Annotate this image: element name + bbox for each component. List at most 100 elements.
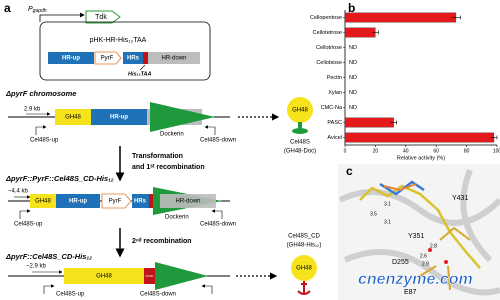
water	[428, 248, 432, 252]
enzyme	[287, 97, 313, 123]
size-label: ~2.9 kb	[26, 264, 47, 270]
y-tick-label: Pectin	[327, 75, 342, 81]
residue-label: E87	[404, 289, 417, 296]
product-detail: (GH48-His₁₂)	[287, 243, 322, 249]
enzyme-domain: GH48	[292, 108, 308, 114]
primer	[204, 125, 216, 135]
ligand	[359, 184, 481, 269]
distance: 2.6	[420, 253, 427, 259]
tdk-label: Tdk	[95, 14, 107, 21]
tag	[149, 194, 153, 208]
tdk-gene	[85, 10, 121, 24]
residue	[419, 226, 471, 291]
bar	[344, 117, 394, 128]
dockerin-label: Dockerin	[165, 215, 189, 221]
size-label: ~4.4 kb	[8, 189, 29, 195]
panel-b: b 0 20 40 60 80 100 Relative activity (%) Cello…	[310, 1, 500, 161]
panel-label: a	[4, 1, 11, 15]
y-tick-label: Cellobiose	[316, 60, 342, 66]
part-label: HRs	[127, 56, 140, 62]
y-tick-label: Xylan	[328, 90, 342, 96]
hr-up	[56, 194, 100, 208]
y-tick-label: Cellotriose	[316, 45, 342, 51]
y-tick-label: Cellopentose	[310, 15, 342, 21]
part-label: PyrF	[109, 199, 122, 205]
panel-label: b	[348, 1, 355, 15]
dockerin-stem	[298, 122, 302, 130]
distance: 3.5	[370, 211, 377, 217]
part-label: HR-down	[161, 56, 186, 62]
panel-label: c	[346, 164, 353, 178]
value-label: ND	[349, 45, 357, 51]
promoter: Pgapdh	[28, 6, 47, 14]
gh48	[64, 268, 144, 284]
x-tick-label: 100	[493, 148, 500, 154]
enzyme	[291, 255, 317, 281]
residue-label: Y431	[452, 195, 468, 202]
tag	[143, 52, 148, 64]
hrs	[132, 194, 149, 208]
tag-label: His₁₂TAA	[128, 71, 152, 77]
plasmid-name: pHK-HR-His₁₂TAA	[90, 37, 147, 44]
hr-down	[148, 52, 200, 64]
step-label: 2ⁿᵈ recombination	[132, 238, 192, 245]
x-tick-label: 60	[433, 148, 439, 154]
gh48	[30, 194, 56, 208]
green-domain	[155, 262, 208, 290]
hr-up	[48, 52, 94, 64]
value-label: ND	[349, 90, 357, 96]
pyrf	[94, 51, 122, 65]
value-label: ND	[349, 105, 357, 111]
primer-label: Cel48S-down	[200, 138, 236, 144]
primer-label: Cel48S-down	[140, 292, 176, 298]
primer	[201, 284, 213, 294]
product-name: Cel48S_CD	[288, 234, 320, 240]
primer-label: Cel48S-up	[56, 292, 85, 298]
dockerin-label: Dockerin	[160, 132, 184, 138]
part-label: HR-up	[62, 56, 80, 62]
gh48	[55, 109, 91, 125]
value-label: ND	[349, 60, 357, 66]
x-tick-label: 0	[344, 148, 347, 154]
residue-label: D255	[392, 259, 409, 266]
x-tick-label: 80	[464, 148, 470, 154]
hr-up	[91, 109, 147, 125]
y-tick-label: PASC	[327, 120, 342, 126]
size-label: 2.9 kb	[24, 107, 41, 113]
primer-label: Cel48S-down	[200, 222, 236, 228]
panel-c: c Y431 Y351 D255 E87 3.1 3.5 3.1 2.8 2.6…	[338, 164, 500, 300]
strain-name: ΔpyrF::PyrF::Cel48S_CD-His₁₂	[5, 174, 114, 183]
his-anchor	[297, 281, 311, 295]
dockerin	[150, 102, 215, 132]
part-label: GH48	[35, 199, 51, 205]
y-tick-label: CMC-Na	[321, 105, 343, 111]
panel-a: a Pgapdh Tdk pHK-HR-His₁₂TAA HR-up PyrF …	[4, 1, 321, 297]
primer	[211, 209, 223, 219]
part-label: HR-up	[69, 199, 87, 205]
residue-label: Y351	[408, 233, 424, 240]
hr-down	[160, 194, 216, 208]
hrs	[123, 52, 143, 64]
bar	[344, 12, 457, 23]
bar	[344, 132, 495, 143]
strain-name: ΔpyrF chromosome	[5, 89, 76, 98]
part-label: PyrF	[101, 56, 114, 62]
pyrf	[101, 193, 132, 209]
part-label: GH48	[96, 274, 112, 280]
x-tick-label: 40	[403, 148, 409, 154]
watermark: cnenzyme.com	[358, 271, 473, 288]
primer-label: Cel48S-up	[30, 138, 59, 144]
step-label: Transformation	[132, 153, 183, 160]
primer	[19, 209, 31, 219]
enzyme-domain: GH48	[296, 266, 312, 272]
distance: 2.9	[422, 261, 429, 267]
primer	[35, 125, 47, 135]
product-name: Cel48S	[290, 140, 310, 146]
ligand	[383, 183, 417, 192]
part-label: GH48	[65, 115, 81, 121]
part-label: HR-down	[175, 199, 200, 205]
primer-label: Cel48S-up	[14, 222, 43, 228]
distance: 3.1	[384, 219, 391, 225]
value-label: ND	[349, 75, 357, 81]
